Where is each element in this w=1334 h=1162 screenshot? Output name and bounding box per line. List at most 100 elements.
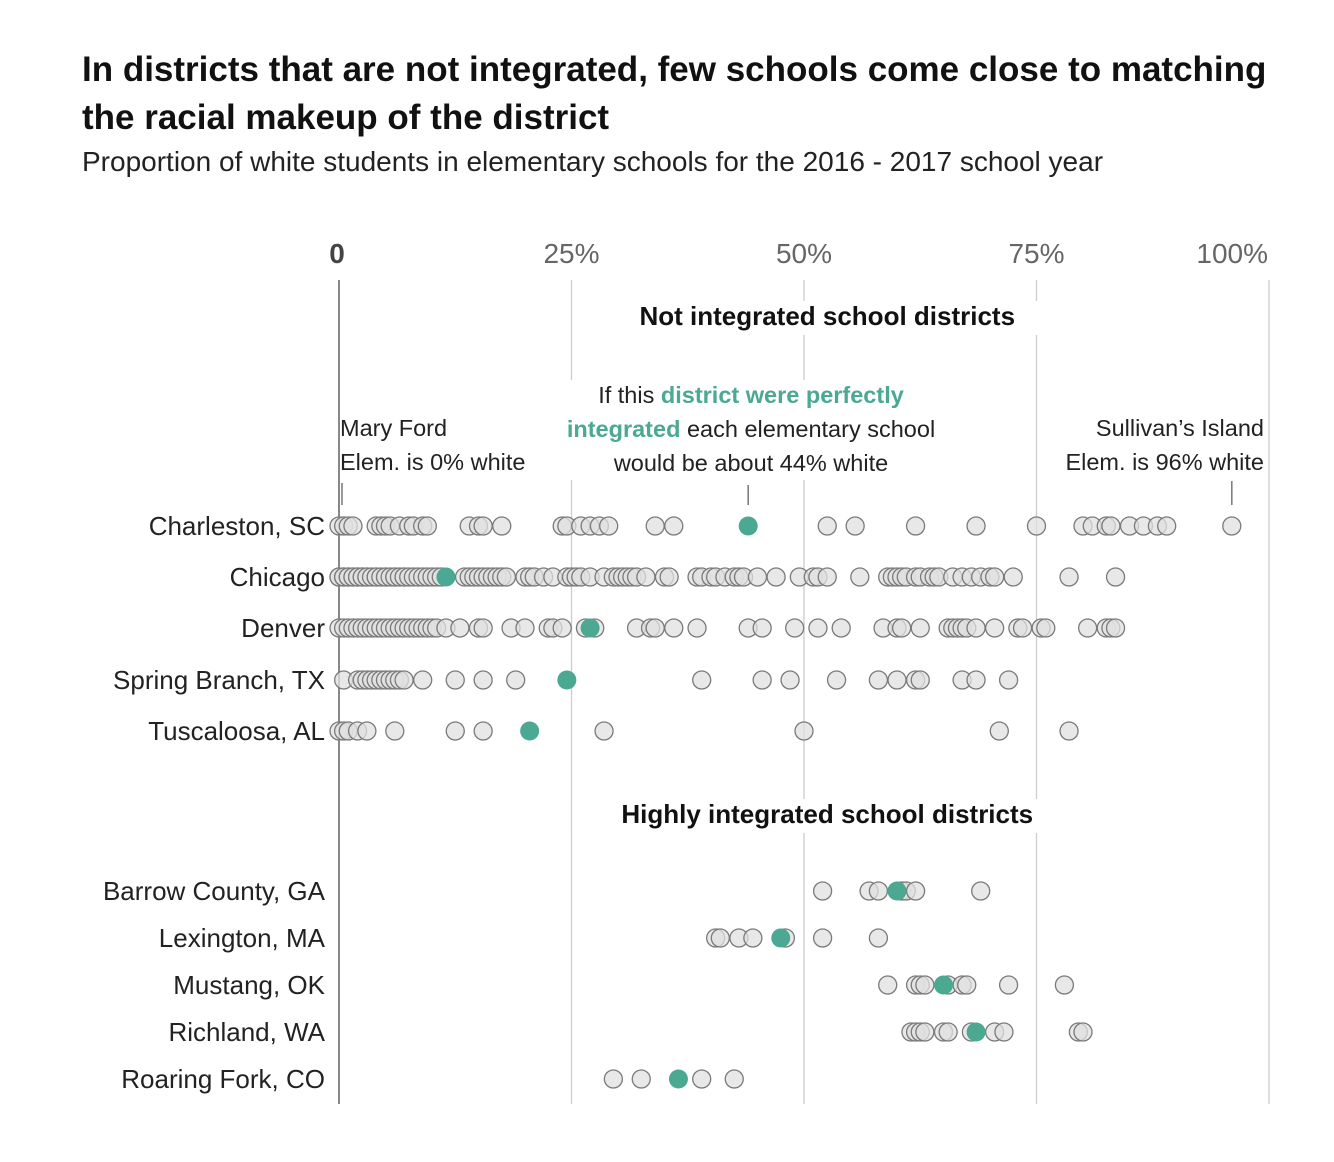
school-dot bbox=[413, 670, 433, 690]
district-label: Barrow County, GA bbox=[103, 876, 326, 906]
mary-ford-annotation: Mary Ford Elem. is 0% white bbox=[340, 411, 525, 479]
school-dot bbox=[1012, 618, 1033, 638]
x-tick-label: 0 bbox=[329, 238, 345, 269]
school-dot bbox=[659, 567, 679, 587]
school-dot bbox=[1026, 516, 1047, 536]
school-dot bbox=[594, 721, 614, 741]
section-header: Not integrated school districts bbox=[639, 301, 1015, 331]
school-dot bbox=[385, 721, 405, 741]
school-dot bbox=[492, 516, 512, 536]
district-average-dot bbox=[668, 1069, 688, 1089]
school-dot bbox=[1078, 618, 1098, 638]
school-dot bbox=[603, 1069, 623, 1089]
school-dot bbox=[599, 516, 619, 536]
school-dot bbox=[343, 516, 363, 536]
school-dot bbox=[710, 928, 730, 948]
district-average-dot bbox=[557, 670, 577, 690]
school-dot bbox=[794, 721, 814, 741]
school-dot bbox=[826, 670, 847, 690]
school-dot bbox=[915, 1022, 935, 1042]
school-dot bbox=[664, 618, 684, 638]
school-dot bbox=[812, 881, 833, 901]
district-average-dot bbox=[934, 975, 953, 995]
school-dot bbox=[1101, 516, 1121, 536]
mary-ford-annotation-line2: Elem. is 0% white bbox=[340, 449, 526, 475]
district-average-dot bbox=[520, 721, 540, 741]
chart-subtitle: Proportion of white students in elementa… bbox=[82, 146, 1104, 177]
district-label: Mustang, OK bbox=[173, 970, 325, 1000]
school-dot bbox=[817, 516, 837, 536]
school-dot bbox=[445, 670, 465, 690]
school-dot bbox=[905, 881, 926, 901]
section-header: Highly integrated school districts bbox=[621, 799, 1033, 829]
school-dot bbox=[473, 618, 493, 638]
school-dot bbox=[1054, 975, 1075, 995]
district-average-dot bbox=[771, 928, 791, 948]
school-dot bbox=[1003, 567, 1023, 587]
school-dot bbox=[966, 618, 986, 638]
school-dot bbox=[496, 567, 517, 587]
school-dot bbox=[957, 975, 977, 995]
perfect-integration-text-post: each elementary school bbox=[680, 416, 936, 442]
school-dot bbox=[687, 618, 707, 638]
school-dot bbox=[878, 975, 898, 995]
school-dot bbox=[445, 721, 465, 741]
school-dot bbox=[752, 670, 772, 690]
district-label: Tuscaloosa, AL bbox=[148, 716, 325, 746]
school-dot bbox=[966, 516, 986, 536]
school-dot bbox=[892, 618, 912, 638]
school-dot bbox=[357, 721, 377, 741]
school-dot bbox=[845, 516, 865, 536]
school-dot bbox=[1105, 618, 1126, 638]
school-dot bbox=[850, 567, 870, 587]
x-tick-label: 100% bbox=[1196, 238, 1268, 269]
sullivans-island-annotation: Sullivan’s Island Elem. is 96% white bbox=[1004, 411, 1264, 479]
school-dot bbox=[743, 928, 763, 948]
school-dot bbox=[766, 567, 786, 587]
district-label: Chicago bbox=[230, 562, 325, 592]
school-dot bbox=[905, 516, 926, 536]
school-dot bbox=[1059, 567, 1079, 587]
chart-title: In districts that are not integrated, fe… bbox=[82, 50, 1267, 137]
x-tick-label: 75% bbox=[1008, 238, 1064, 269]
perfect-integration-text-line3: would be about 44% white bbox=[613, 450, 889, 476]
school-dot bbox=[985, 618, 1005, 638]
school-dot bbox=[692, 670, 712, 690]
school-dot bbox=[831, 618, 851, 638]
school-dot bbox=[631, 1069, 651, 1089]
school-dot bbox=[994, 1022, 1014, 1042]
section-header-background bbox=[592, 301, 1063, 335]
school-dot bbox=[1036, 618, 1056, 638]
district-average-dot bbox=[887, 881, 907, 901]
district-label: Denver bbox=[241, 613, 325, 643]
school-dot bbox=[938, 1022, 958, 1042]
sullivans-island-annotation-line1: Sullivan’s Island bbox=[1095, 415, 1264, 441]
perfect-integration-highlight-1: district were perfectly bbox=[660, 382, 904, 408]
school-dot bbox=[394, 670, 414, 690]
district-label: Lexington, MA bbox=[159, 923, 326, 953]
school-dot bbox=[1059, 721, 1079, 741]
perfect-integration-annotation: If this district were perfectly integrat… bbox=[520, 378, 982, 480]
school-dot bbox=[473, 516, 493, 536]
x-tick-label: 25% bbox=[543, 238, 599, 269]
school-dot bbox=[808, 618, 828, 638]
school-dot bbox=[910, 618, 930, 638]
district-average-dot bbox=[966, 1022, 986, 1042]
district-label: Charleston, SC bbox=[149, 511, 325, 541]
perfect-integration-text-pre: If this bbox=[598, 382, 661, 408]
school-dot bbox=[1073, 1022, 1093, 1042]
district-label: Richland, WA bbox=[168, 1017, 325, 1047]
school-dot bbox=[450, 618, 470, 638]
section-header-background bbox=[572, 799, 1083, 833]
school-dot bbox=[998, 670, 1019, 690]
school-dot bbox=[868, 881, 889, 901]
x-tick-label: 50% bbox=[776, 238, 832, 269]
school-dot bbox=[752, 618, 772, 638]
school-dot bbox=[417, 516, 438, 536]
district-average-dot bbox=[436, 567, 456, 587]
school-dot bbox=[971, 881, 991, 901]
school-dot bbox=[998, 975, 1019, 995]
school-dot bbox=[887, 670, 907, 690]
school-dot bbox=[785, 618, 805, 638]
district-average-dot bbox=[580, 618, 600, 638]
